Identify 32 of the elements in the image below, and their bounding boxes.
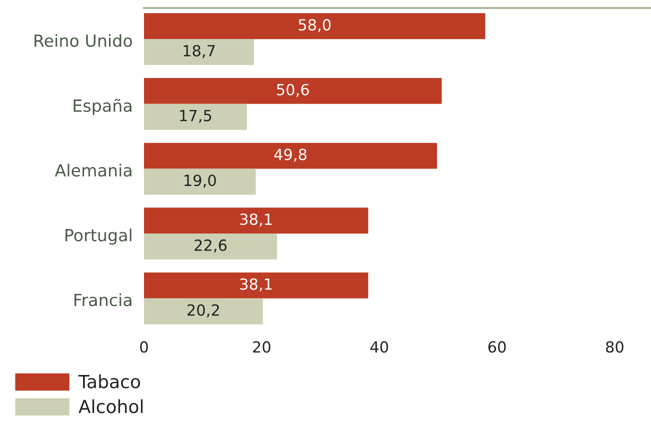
data-label: 22,6 (194, 239, 227, 253)
data-label: 38,1 (240, 213, 272, 227)
x-tick-label: 20 (253, 341, 270, 353)
bar (144, 234, 277, 260)
legend-label: Tabaco (78, 374, 140, 388)
x-tick-label: 40 (370, 341, 388, 353)
bar (144, 168, 256, 195)
data-label: 18,7 (184, 44, 215, 58)
data-label: 17,5 (180, 110, 212, 123)
bar (144, 39, 254, 66)
bar (144, 142, 438, 169)
bar (144, 298, 263, 324)
y-tick-label: Alemania (54, 164, 132, 177)
x-tick-label: 0 (140, 341, 148, 353)
data-label: 19,0 (184, 174, 216, 188)
data-label: 20,2 (188, 304, 219, 318)
y-tick-label: Reino Unido (34, 34, 132, 47)
data-label: 50,6 (277, 84, 309, 97)
data-label: 38,1 (240, 278, 272, 292)
y-tick-label: Portugal (66, 228, 132, 245)
legend-label: Alcohol (78, 399, 143, 414)
x-tick-label: 60 (488, 341, 506, 353)
data-label: 49,8 (274, 148, 306, 162)
bar (144, 104, 247, 130)
data-label: 58,0 (298, 19, 331, 32)
y-tick-label: Francia (74, 293, 132, 306)
bar (144, 208, 368, 234)
y-tick-label: España (74, 98, 132, 116)
bar (144, 78, 442, 104)
x-tick-label: 80 (606, 341, 624, 353)
bar (144, 13, 486, 40)
bar (144, 272, 368, 298)
